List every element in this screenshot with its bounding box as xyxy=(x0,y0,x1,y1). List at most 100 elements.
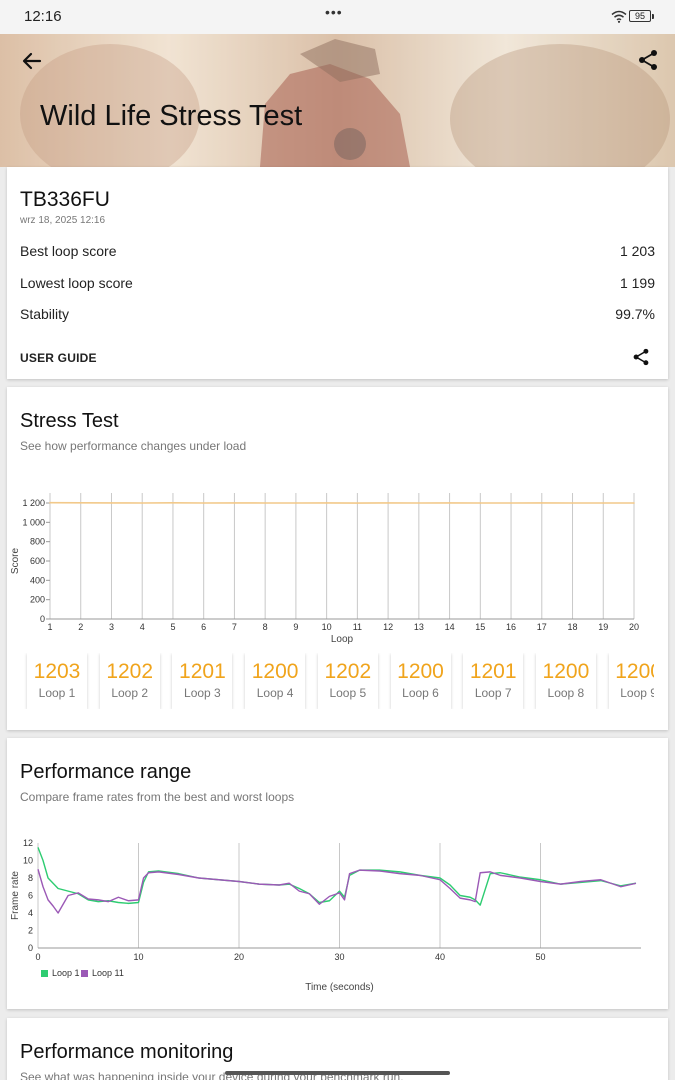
score-point xyxy=(110,502,113,504)
legend-label-loop11: Loop 11 xyxy=(92,968,124,978)
lowest-loop-value: 1 199 xyxy=(619,275,655,291)
legend-label-loop1: Loop 1 xyxy=(52,968,80,978)
more-dots-icon[interactable]: ••• xyxy=(325,4,343,20)
performance-monitoring-subtitle: See what was happening inside your devic… xyxy=(20,1070,404,1080)
x-tick-label: 19 xyxy=(598,622,608,632)
loop-score-tile[interactable]: 1202 Loop 5 xyxy=(317,653,378,709)
series-line-loop1 xyxy=(37,847,637,906)
y-tick-label: 800 xyxy=(30,537,45,547)
score-point xyxy=(479,502,482,504)
loop-score-value: 1203 xyxy=(33,660,81,683)
share-icon[interactable] xyxy=(637,49,659,71)
score-point xyxy=(295,502,297,504)
y-tick-label: 12 xyxy=(23,838,33,848)
x-tick-label: 1 xyxy=(47,622,52,632)
performance-monitoring-card: Performance monitoring See what was happ… xyxy=(7,1018,668,1080)
score-point xyxy=(571,502,574,504)
score-point xyxy=(264,502,266,504)
frame-rate-chart: 0 10 20 30 40 50 0 2 4 6 8 10 12 Time (seconds) Frame … xyxy=(10,838,641,993)
loop-score-tile[interactable]: 1200 Loop 8 xyxy=(535,653,596,709)
legend-loop1: Loop 1 xyxy=(41,968,80,978)
x-tick-label: 50 xyxy=(535,952,545,962)
score-point xyxy=(141,502,144,504)
score-point xyxy=(79,502,82,504)
x-tick-label: 14 xyxy=(445,622,455,632)
legend-swatch-loop1 xyxy=(41,970,48,977)
series-line-loop11 xyxy=(37,869,637,914)
hero-artwork xyxy=(0,34,675,167)
y-tick-label: 8 xyxy=(28,873,33,883)
status-time: 12:16 xyxy=(24,8,62,25)
score-point xyxy=(540,502,543,504)
x-tick-label: 6 xyxy=(201,622,206,632)
x-tick-label: 3 xyxy=(109,622,114,632)
score-point xyxy=(633,502,635,504)
performance-monitoring-title: Performance monitoring xyxy=(20,1041,234,1063)
score-point xyxy=(325,502,328,504)
y-axis-label: Score xyxy=(10,548,21,575)
y-tick-label: 4 xyxy=(28,908,33,918)
loop-score-label: Loop 6 xyxy=(402,686,439,700)
score-point xyxy=(202,502,205,504)
score-point xyxy=(49,501,51,504)
loop-score-value: 1202 xyxy=(324,660,372,683)
performance-range-subtitle: Compare frame rates from the best and wo… xyxy=(20,790,295,804)
battery-icon: 95 xyxy=(629,10,654,22)
best-loop-value: 1 203 xyxy=(619,243,655,259)
loop-score-value: 1202 xyxy=(106,660,154,683)
x-tick-label: 40 xyxy=(435,952,445,962)
x-tick-label: 17 xyxy=(537,622,547,632)
loop-score-value: 1201 xyxy=(469,660,517,683)
lowest-loop-label: Lowest loop score xyxy=(20,275,133,291)
stress-test-card: Stress Test See how performance changes … xyxy=(7,387,668,730)
loop-scores-strip[interactable]: 1203 Loop 1 1202 Loop 2 1201 Loop 3 1200 Loop 4… xyxy=(20,653,654,709)
loop-score-tile[interactable]: 1201 Loop 7 xyxy=(463,653,524,709)
device-name: TB336FU xyxy=(20,188,110,211)
stress-test-title: Stress Test xyxy=(20,410,119,432)
loop-score-tile[interactable]: 1200 Loop 4 xyxy=(245,653,306,709)
loop-score-label: Loop 5 xyxy=(329,686,367,700)
loop-score-label: Loop 2 xyxy=(111,686,149,700)
x-tick-label: 11 xyxy=(353,622,362,632)
x-tick-label: 2 xyxy=(78,622,83,632)
loop-score-tile[interactable]: 1202 Loop 2 xyxy=(99,653,160,709)
y-tick-label: 1 200 xyxy=(22,498,45,508)
x-axis-label: Time (seconds) xyxy=(305,982,374,993)
share-icon[interactable] xyxy=(632,348,650,366)
x-tick-label: 9 xyxy=(293,622,298,632)
x-tick-label: 4 xyxy=(140,622,145,632)
score-point xyxy=(356,502,359,504)
loop-score-tile[interactable]: 1201 Loop 3 xyxy=(172,653,233,709)
x-tick-label: 20 xyxy=(234,952,244,962)
legend-swatch-loop11 xyxy=(81,970,88,977)
loop-score-label: Loop 3 xyxy=(184,686,221,700)
y-tick-label: 1 000 xyxy=(22,517,45,527)
score-point xyxy=(602,502,605,504)
y-tick-label: 10 xyxy=(23,856,33,866)
x-tick-label: 0 xyxy=(35,952,40,962)
y-tick-label: 2 xyxy=(28,926,33,936)
loop-score-value: 1200 xyxy=(542,660,590,683)
loop-score-tile[interactable]: 1203 Loop 1 xyxy=(27,653,87,709)
loop-score-tile[interactable]: 1200 Loop 9 xyxy=(608,653,654,709)
user-guide-link[interactable]: USER GUIDE xyxy=(20,351,97,365)
gesture-nav-bar[interactable] xyxy=(225,1071,450,1075)
back-arrow-icon[interactable] xyxy=(20,49,44,73)
y-axis-label: Frame rate xyxy=(10,871,21,920)
test-date: wrz 18, 2025 12:16 xyxy=(20,215,106,226)
x-tick-label: 20 xyxy=(629,622,639,632)
y-tick-label: 6 xyxy=(28,891,33,901)
y-tick-label: 0 xyxy=(28,943,33,953)
score-chart: 1 2 3 4 5 6 7 8 9 10 11 12 13 14 15 16 17 18 19 20020040060… xyxy=(10,493,639,645)
x-tick-label: 13 xyxy=(414,622,424,632)
y-tick-label: 200 xyxy=(30,595,45,605)
loop-score-tile[interactable]: 1200 Loop 6 xyxy=(390,653,451,709)
legend-loop11: Loop 11 xyxy=(81,968,124,978)
y-tick-label: 0 xyxy=(40,614,45,624)
x-tick-label: 10 xyxy=(133,952,143,962)
performance-range-title: Performance range xyxy=(20,761,192,783)
stress-test-subtitle: See how performance changes under load xyxy=(20,439,247,453)
score-point xyxy=(510,502,512,504)
loop-score-label: Loop 7 xyxy=(474,686,512,700)
score-point xyxy=(448,502,451,504)
